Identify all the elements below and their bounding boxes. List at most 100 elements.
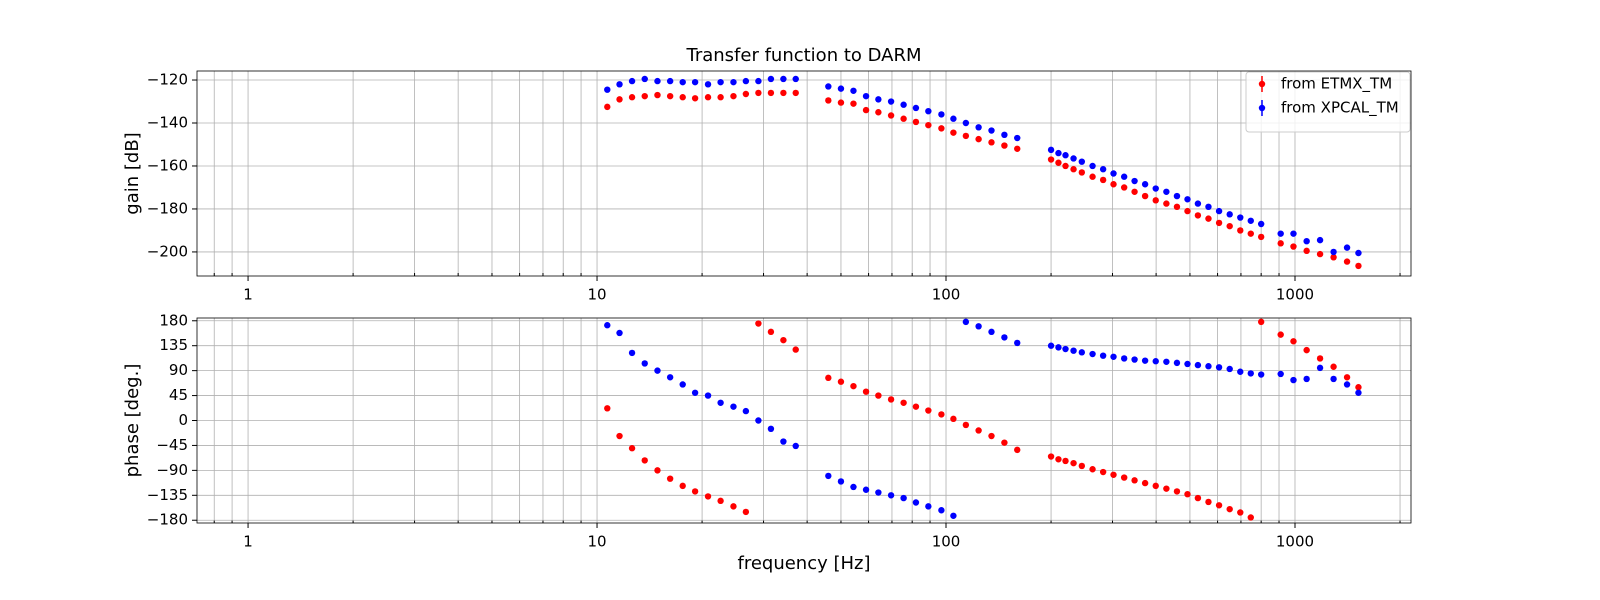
data-point <box>1205 363 1212 370</box>
data-point <box>780 336 787 344</box>
data-point <box>1173 488 1181 495</box>
legend-label: from XPCAL_TM <box>1281 99 1399 118</box>
data-point <box>925 503 932 510</box>
data-point <box>717 497 724 505</box>
data-point <box>628 445 636 452</box>
data-point <box>912 403 920 410</box>
data-point <box>938 111 945 118</box>
data-point <box>1290 338 1297 345</box>
x-tick-label: 1 <box>243 533 253 551</box>
data-point <box>1047 146 1055 154</box>
data-point <box>1257 233 1265 241</box>
data-point <box>825 83 832 90</box>
data-point <box>1141 181 1149 188</box>
data-point <box>1290 230 1297 237</box>
data-point <box>704 493 712 500</box>
data-point <box>1110 170 1117 177</box>
data-point <box>1277 331 1284 338</box>
data-point <box>691 78 699 86</box>
y-tick-label: −180 <box>147 199 188 217</box>
plot-area <box>604 318 1362 521</box>
axes-frame <box>196 317 1412 524</box>
data-point <box>679 381 686 388</box>
data-point <box>1184 360 1191 368</box>
data-point <box>717 78 724 86</box>
data-point <box>1078 158 1086 165</box>
data-point <box>1141 479 1149 487</box>
data-point <box>755 320 762 327</box>
data-point <box>850 382 857 390</box>
data-point <box>1001 131 1008 139</box>
data-point <box>1237 368 1244 375</box>
data-point <box>1303 247 1310 255</box>
data-point <box>1343 381 1351 388</box>
data-point <box>616 432 623 440</box>
legend-label: from ETMX_TM <box>1281 75 1392 94</box>
y-tick-label: 0 <box>178 411 188 429</box>
data-point <box>1277 240 1284 247</box>
data-point <box>1152 482 1159 490</box>
data-point <box>679 78 686 86</box>
data-point <box>1078 169 1086 176</box>
data-point <box>1237 227 1244 234</box>
data-point <box>1247 217 1254 224</box>
data-point <box>1078 349 1086 356</box>
data-point <box>887 396 895 403</box>
data-point <box>837 478 845 485</box>
data-point <box>1062 457 1069 465</box>
data-point <box>912 104 920 112</box>
data-point <box>742 407 750 415</box>
data-point <box>1163 358 1170 365</box>
data-point <box>1215 364 1223 371</box>
data-point <box>1110 353 1117 360</box>
data-point <box>1062 162 1069 170</box>
data-point <box>742 508 750 516</box>
data-point <box>1257 318 1265 326</box>
data-point <box>666 92 674 100</box>
data-point <box>1205 215 1212 222</box>
data-point <box>654 91 661 99</box>
data-point <box>717 399 724 406</box>
data-point <box>1131 188 1138 195</box>
data-point <box>1099 176 1107 184</box>
data-point <box>742 90 750 98</box>
data-point <box>1215 207 1223 215</box>
data-point <box>1163 200 1170 207</box>
data-point <box>641 457 648 464</box>
data-point <box>767 75 775 83</box>
data-point <box>850 100 857 107</box>
data-point <box>1014 145 1021 152</box>
data-point <box>938 411 945 418</box>
data-point <box>679 94 686 101</box>
data-point <box>975 135 982 143</box>
data-point <box>887 98 895 105</box>
data-point <box>837 99 845 106</box>
data-point <box>925 121 932 129</box>
data-point <box>1062 345 1069 353</box>
data-point <box>1152 358 1159 365</box>
data-point <box>604 322 611 329</box>
data-point <box>730 503 737 510</box>
data-point <box>1355 262 1362 270</box>
data-point <box>755 417 762 424</box>
data-point <box>1173 203 1181 211</box>
data-point <box>925 407 932 414</box>
data-point <box>691 488 699 495</box>
data-point <box>1152 197 1159 204</box>
data-point <box>875 109 882 116</box>
data-point <box>837 378 845 385</box>
data-point <box>730 78 737 86</box>
data-point <box>1014 446 1021 454</box>
data-point <box>1110 181 1117 188</box>
data-point <box>1303 346 1310 354</box>
data-point <box>792 346 799 353</box>
plot-area <box>604 75 1362 270</box>
chart-title: Transfer function to DARM <box>685 45 921 66</box>
data-point <box>912 118 920 126</box>
data-point <box>666 475 674 482</box>
data-point <box>862 106 870 114</box>
data-point <box>1277 230 1284 237</box>
data-point <box>1120 355 1128 362</box>
data-point <box>988 432 995 440</box>
